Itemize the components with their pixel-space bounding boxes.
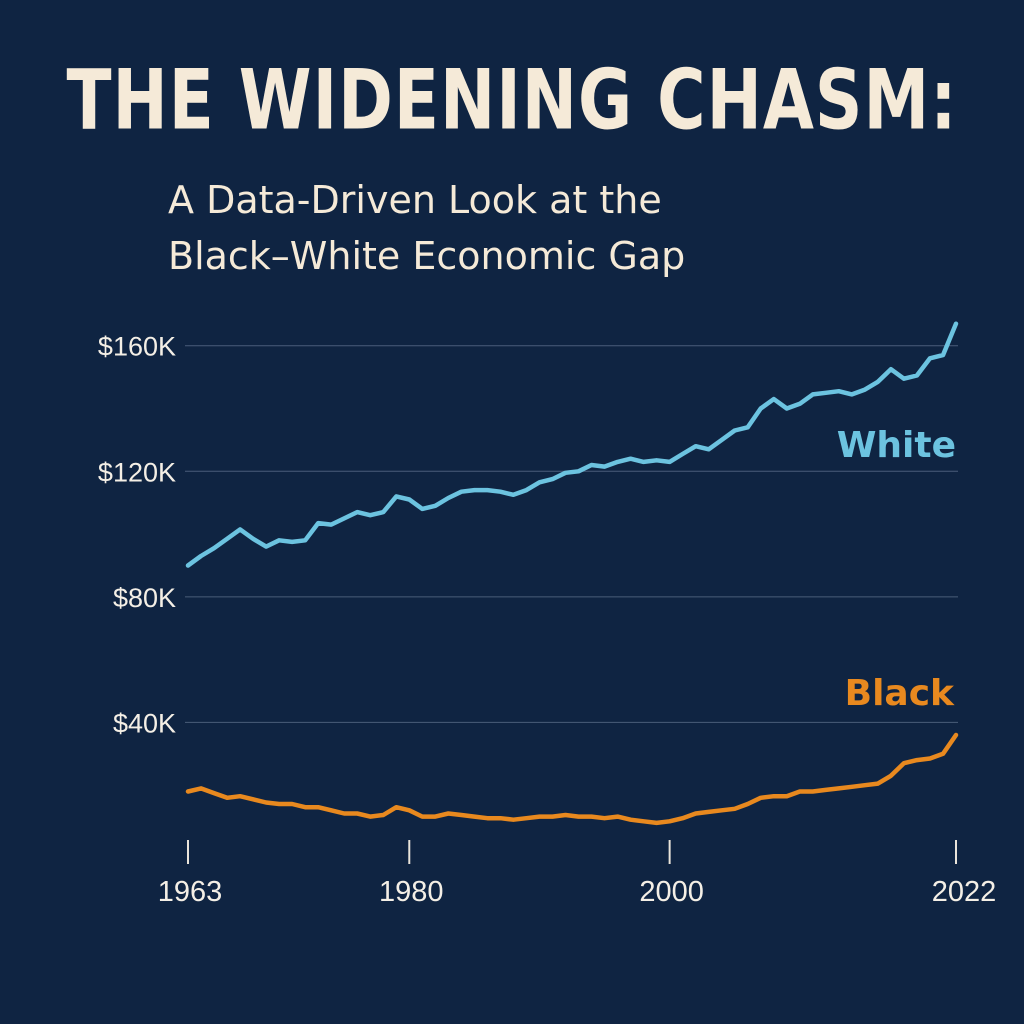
chart-subtitle: A Data-Driven Look at the Black–White Ec… [168,172,928,284]
series-line-black [185,732,959,826]
y-tick-label: $80K [113,583,176,613]
x-tick-label: 1963 [158,876,223,908]
series-labels: White Black [837,425,956,714]
y-tick-label: $120K [98,457,176,487]
y-axis-tick-labels: $40K $80K $120K $160K [98,332,176,739]
y-tick-label: $160K [98,332,176,362]
x-tick-label: 2000 [639,876,704,908]
subtitle-line-2: Black–White Economic Gap [168,234,686,278]
chart-title: THE WIDENING CHASM: [66,52,958,149]
x-tick-label: 2022 [932,876,997,908]
subtitle-line-1: A Data-Driven Look at the [168,178,662,222]
series-line-white [185,321,959,568]
x-tick-label: 1980 [379,876,444,908]
gridlines [185,345,958,723]
series-label-black: Black [845,673,955,714]
series-lines [185,321,959,826]
series-label-white: White [837,425,956,466]
x-axis: 1963 1980 2000 2022 [158,840,997,908]
y-tick-label: $40K [113,708,176,738]
